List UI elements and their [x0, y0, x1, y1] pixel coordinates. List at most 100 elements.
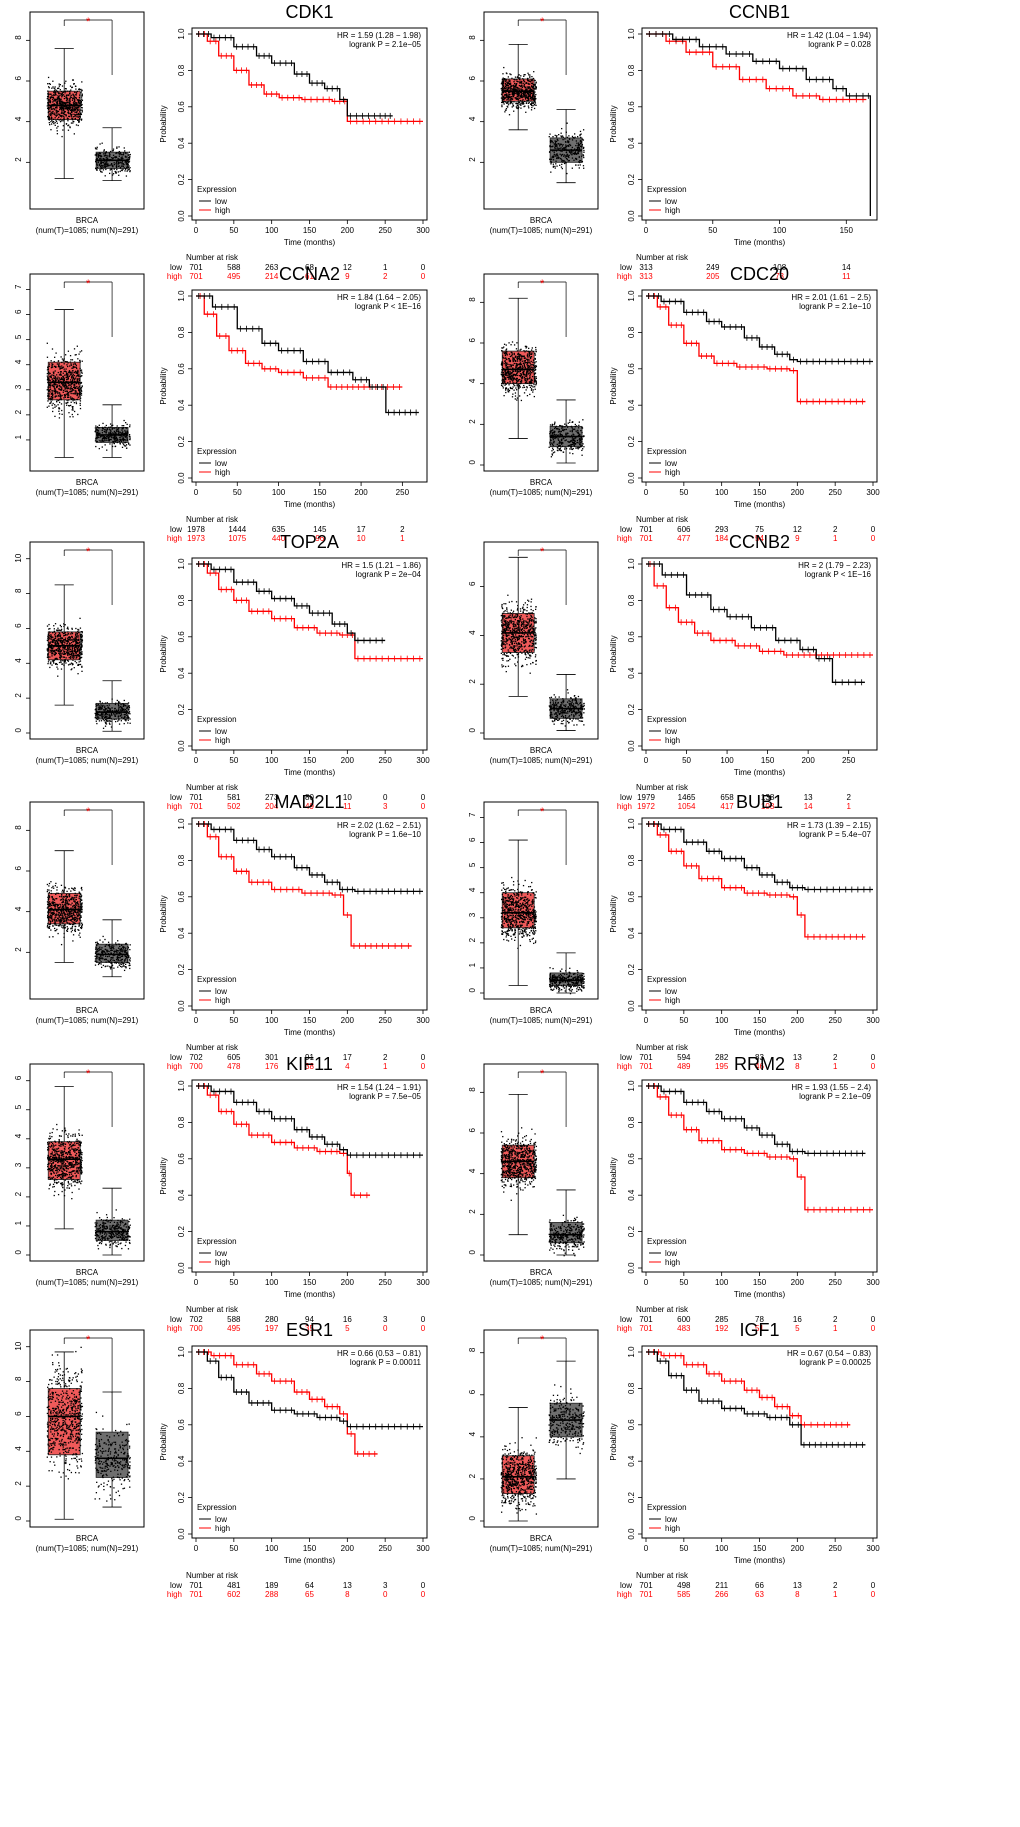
y-tick-label: 6 [468, 337, 477, 342]
normal-point [125, 163, 127, 165]
tumor-point [520, 379, 523, 382]
x-axis-label: Time (months) [284, 238, 336, 247]
normal-point [559, 441, 561, 443]
tumor-point [63, 394, 66, 396]
hazard-ratio: HR = 1.59 (1.28 − 1.98) [337, 31, 421, 40]
tumor-point [71, 636, 73, 639]
tumor-point [55, 391, 57, 393]
tumor-point [534, 378, 536, 380]
tumor-point [72, 120, 74, 123]
normal-point [119, 151, 121, 154]
normal-point [104, 152, 107, 154]
risk-count-low: 0 [871, 525, 876, 534]
tumor-point [526, 378, 528, 380]
tumor-point [524, 359, 526, 362]
tumor-point [507, 96, 510, 98]
tumor-point [67, 387, 69, 390]
normal-point [96, 153, 98, 155]
tumor-point [57, 675, 59, 677]
tumor-point [512, 103, 514, 105]
normal-point [106, 160, 108, 163]
normal-point [554, 144, 556, 146]
legend-high: high [215, 468, 230, 477]
tumor-point [65, 107, 68, 110]
normal-point [128, 158, 130, 161]
normal-point [123, 425, 125, 427]
tumor-point [60, 626, 62, 628]
normal-point [95, 154, 98, 157]
tumor-point [520, 358, 522, 360]
normal-point [577, 135, 579, 138]
normal-point [95, 153, 97, 156]
tumor-point [78, 88, 80, 90]
tumor-point [79, 627, 82, 629]
normal-point [581, 449, 583, 452]
tumor-point [74, 649, 76, 651]
tumor-point [534, 83, 536, 86]
tumor-point [79, 635, 82, 637]
tumor-point [527, 99, 530, 102]
tumor-point [504, 379, 506, 381]
normal-point [115, 163, 117, 165]
tumor-point [49, 106, 51, 108]
tumor-point [509, 373, 511, 375]
tumor-point [527, 105, 530, 107]
y-tick-label: 0 [468, 459, 477, 464]
tumor-point [72, 654, 75, 657]
normal-point [117, 720, 119, 722]
normal-point [573, 159, 575, 161]
tumor-point [78, 386, 81, 388]
tumor-point [47, 661, 50, 663]
tumor-point [56, 642, 58, 644]
tumor-point [529, 362, 531, 364]
tumor-point [71, 367, 73, 369]
normal-point [574, 440, 576, 442]
tumor-point [73, 386, 76, 389]
censor-marks-low [648, 31, 869, 99]
tumor-point [57, 392, 59, 395]
tumor-point [67, 648, 69, 650]
y-tick-label: 8 [468, 35, 477, 40]
tumor-point [514, 92, 516, 95]
normal-point [577, 161, 580, 163]
tumor-point [77, 655, 80, 657]
tumor-point [47, 400, 49, 402]
tumor-point [515, 83, 517, 85]
tumor-point [54, 651, 56, 653]
tumor-point [524, 74, 526, 76]
normal-point [573, 439, 576, 442]
tumor-point [512, 382, 514, 384]
y-tick-label: 0.4 [177, 399, 186, 411]
tumor-point [47, 648, 49, 650]
normal-point [550, 163, 552, 165]
normal-point [563, 154, 566, 156]
tumor-point [528, 79, 530, 82]
risk-count-high: 313 [639, 272, 653, 281]
box-plot-frame [29, 273, 145, 472]
box-sample-counts: (num(T)=1085; num(N)=291) [490, 488, 593, 497]
normal-point [109, 720, 111, 722]
tumor-point [515, 98, 518, 100]
tumor-point [62, 125, 65, 127]
normal-point [95, 718, 98, 720]
tumor-point [48, 108, 50, 110]
normal-point [576, 142, 578, 144]
tumor-point [66, 642, 68, 645]
normal-point [559, 145, 561, 147]
normal-point [578, 150, 580, 153]
tumor-point [535, 379, 537, 382]
tumor-point [528, 107, 530, 109]
tumor-point [50, 108, 52, 110]
tumor-point [67, 646, 69, 648]
tumor-point [61, 108, 63, 111]
tumor-point [61, 93, 63, 95]
normal-point [559, 444, 561, 447]
normal-point [582, 146, 585, 149]
normal-point [113, 427, 115, 429]
tumor-point [49, 399, 52, 401]
tumor-point [523, 81, 526, 83]
tumor-point [65, 80, 67, 82]
tumor-point [516, 364, 518, 367]
normal-point [106, 717, 108, 720]
tumor-point [77, 628, 79, 631]
